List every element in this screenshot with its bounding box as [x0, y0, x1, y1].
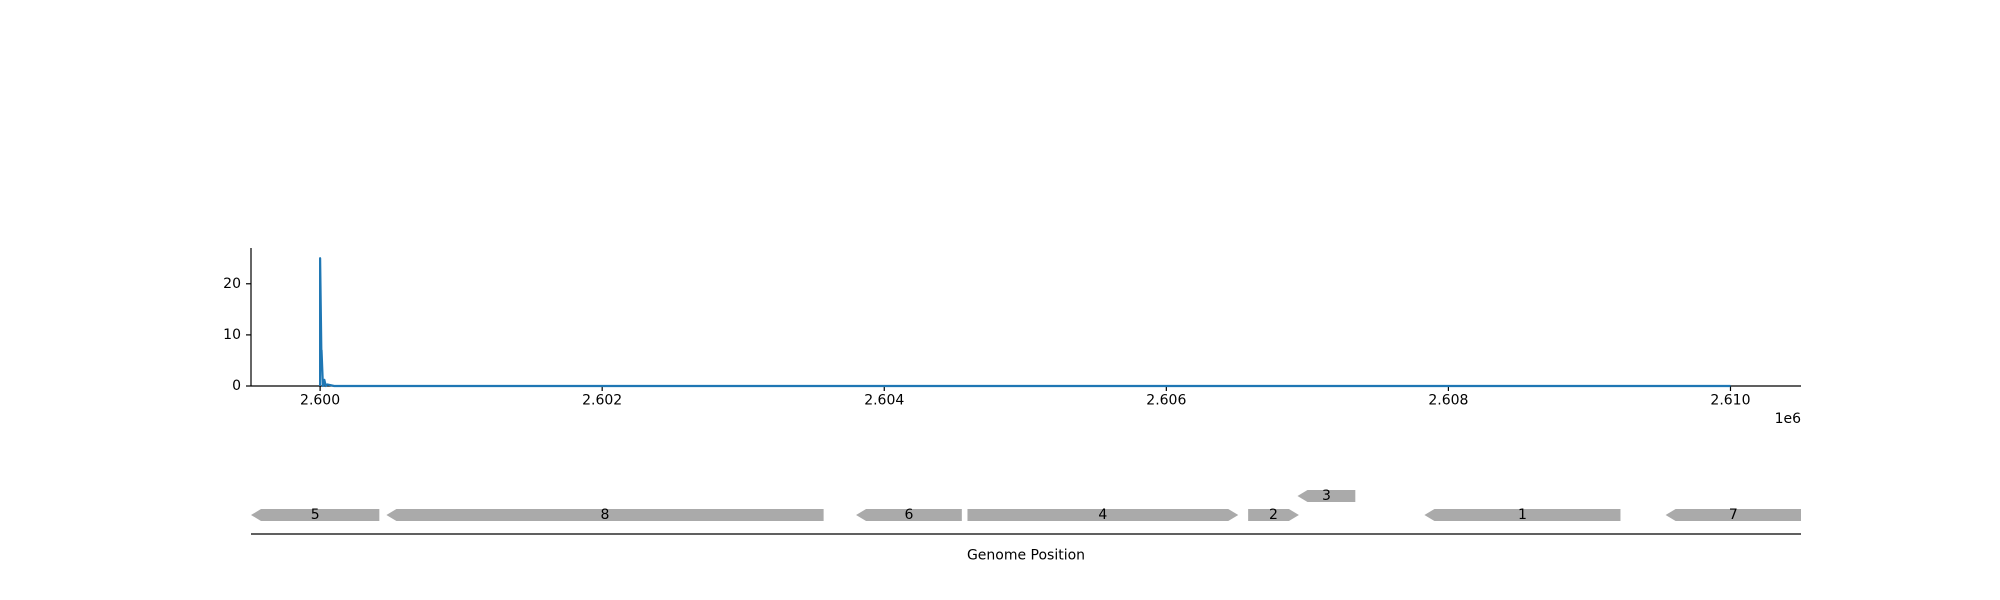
coverage-y-ticks: 0 10 20 — [223, 276, 251, 394]
x-tick-label: 2.604 — [864, 393, 904, 409]
coverage-plot: 0 10 20 2.600 2.602 2.604 2.606 2.608 2.610 1e6 — [223, 248, 1801, 427]
gene-label: 7 — [1729, 507, 1738, 523]
gene-label: 2 — [1269, 507, 1278, 523]
gene-track: 5 8 6 4 2 3 1 7 Genome Position — [251, 488, 1801, 564]
y-tick-label: 10 — [223, 327, 241, 343]
y-tick-label: 0 — [232, 378, 241, 394]
genes: 5 8 6 4 2 3 1 7 — [251, 488, 1801, 523]
gene-1: 1 — [1424, 507, 1621, 523]
coverage-x-ticks: 2.600 2.602 2.604 2.606 2.608 2.610 — [300, 386, 1751, 409]
gene-label: 5 — [311, 507, 320, 523]
gene-4: 4 — [967, 507, 1239, 523]
x-offset-label: 1e6 — [1775, 411, 1802, 427]
x-tick-label: 2.608 — [1428, 393, 1468, 409]
gene-track-xlabel: Genome Position — [967, 548, 1085, 564]
gene-arrow — [967, 509, 1239, 521]
x-tick-label: 2.606 — [1146, 393, 1186, 409]
gene-arrow — [1665, 509, 1801, 521]
gene-5: 5 — [251, 507, 380, 523]
gene-label: 8 — [601, 507, 610, 523]
x-tick-label: 2.602 — [582, 393, 622, 409]
x-tick-label: 2.600 — [300, 393, 340, 409]
x-tick-label: 2.610 — [1710, 393, 1750, 409]
gene-arrow — [1424, 509, 1621, 521]
gene-label: 3 — [1322, 488, 1331, 504]
gene-arrow — [856, 509, 962, 521]
gene-3: 3 — [1297, 488, 1356, 504]
gene-arrow — [251, 509, 380, 521]
gene-7: 7 — [1665, 507, 1801, 523]
gene-6: 6 — [856, 507, 962, 523]
gene-arrow — [386, 509, 824, 521]
coverage-line-series-1 — [319, 257, 1731, 388]
gene-label: 6 — [904, 507, 913, 523]
gene-arrow — [1248, 509, 1299, 521]
gene-arrow — [1297, 490, 1356, 502]
coverage-series — [319, 257, 1731, 388]
gene-2: 2 — [1248, 507, 1299, 523]
y-tick-label: 20 — [223, 276, 241, 292]
gene-label: 4 — [1098, 507, 1107, 523]
gene-label: 1 — [1518, 507, 1527, 523]
gene-8: 8 — [386, 507, 824, 523]
